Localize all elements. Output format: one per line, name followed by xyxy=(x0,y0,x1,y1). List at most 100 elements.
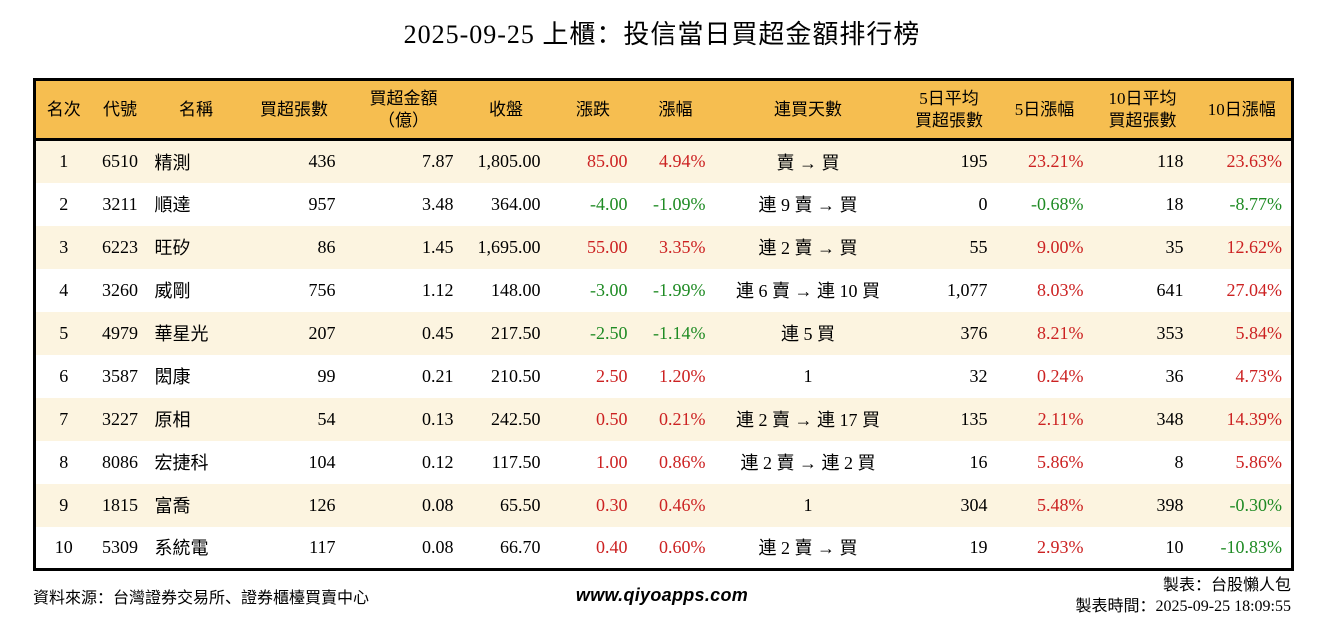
cell-change_pct: 1.20% xyxy=(659,365,706,386)
cell-pct5: 0.24% xyxy=(1037,365,1084,386)
cell-amount: 0.08 xyxy=(422,536,454,557)
cell-amount: 0.08 xyxy=(422,494,454,515)
cell-shares: 54 xyxy=(317,408,336,429)
cell-rank: 1 xyxy=(59,151,69,172)
cell-streak: 1 xyxy=(803,365,813,386)
cell-avg10: 8 xyxy=(1174,451,1184,472)
cell-amount: 3.48 xyxy=(422,193,454,214)
cell-rank: 9 xyxy=(59,494,69,515)
col-header-avg10: 10日平均 買超張數 xyxy=(1092,79,1193,141)
cell-pct10: 12.62% xyxy=(1226,236,1283,257)
col-header-pct10: 10日漲幅 xyxy=(1192,79,1293,141)
cell-shares: 957 xyxy=(308,193,336,214)
table-row: 10 5309 系統電 117 0.08 66.70 0.40 0.60% 連 2 賣 → 買 1… xyxy=(34,526,1293,570)
cell-change_pct: 4.94% xyxy=(659,151,706,172)
cell-change: 1.00 xyxy=(596,451,628,472)
cell-name: 順達 xyxy=(154,195,191,215)
cell-avg5: 195 xyxy=(960,151,988,172)
cell-streak: 連 2 賣 → 連 2 買 xyxy=(740,453,876,473)
table-row: 8 8086 宏捷科 104 0.12 117.50 1.00 0.86% 連 2 賣 → 連 … xyxy=(34,440,1293,484)
footer: 資料來源：台灣證券交易所、證券櫃檯買賣中心 www.qiyoapps.com 製… xyxy=(33,575,1291,625)
cell-change: 85.00 xyxy=(587,151,628,172)
cell-avg5: 32 xyxy=(969,365,988,386)
cell-change: -3.00 xyxy=(590,279,628,300)
cell-code: 5309 xyxy=(102,536,138,557)
cell-pct10: 27.04% xyxy=(1226,279,1283,300)
cell-pct10: 14.39% xyxy=(1226,408,1283,429)
table-row: 5 4979 華星光 207 0.45 217.50 -2.50 -1.14% 連 5 買 376… xyxy=(34,311,1293,355)
cell-close: 210.50 xyxy=(491,365,541,386)
cell-change: 2.50 xyxy=(596,365,628,386)
cell-change: 0.50 xyxy=(596,408,628,429)
cell-code: 6223 xyxy=(102,236,138,257)
table-row: 2 3211 順達 957 3.48 364.00 -4.00 -1.09% 連 9 賣 → 買… xyxy=(34,182,1293,226)
cell-close: 1,805.00 xyxy=(477,151,541,172)
data-source-note: 資料來源：台灣證券交易所、證券櫃檯買賣中心 xyxy=(33,590,370,607)
cell-avg5: 16 xyxy=(969,451,988,472)
cell-name: 閎康 xyxy=(154,367,191,387)
cell-name: 原相 xyxy=(154,410,191,430)
cell-code: 3587 xyxy=(102,365,138,386)
cell-avg5: 19 xyxy=(969,536,988,557)
col-header-change: 漲跌 xyxy=(549,79,637,141)
cell-change_pct: -1.99% xyxy=(653,279,706,300)
cell-shares: 126 xyxy=(308,494,336,515)
cell-change_pct: -1.14% xyxy=(653,322,706,343)
cell-code: 1815 xyxy=(102,494,138,515)
cell-shares: 207 xyxy=(308,322,336,343)
cell-pct5: 9.00% xyxy=(1037,236,1084,257)
cell-pct5: 23.21% xyxy=(1028,151,1084,172)
cell-avg5: 135 xyxy=(960,408,988,429)
cell-shares: 99 xyxy=(317,365,336,386)
cell-avg10: 35 xyxy=(1165,236,1184,257)
cell-name: 系統電 xyxy=(154,538,209,559)
col-header-close: 收盤 xyxy=(462,79,550,141)
cell-avg5: 304 xyxy=(960,494,988,515)
cell-streak: 1 xyxy=(803,494,813,515)
table-row: 6 3587 閎康 99 0.21 210.50 2.50 1.20% 1 32 0.24% 36 4.… xyxy=(34,354,1293,398)
cell-pct10: 4.73% xyxy=(1235,365,1283,386)
cell-streak: 連 5 買 xyxy=(781,324,835,344)
cell-shares: 436 xyxy=(308,151,336,172)
col-header-name: 名稱 xyxy=(148,79,244,141)
cell-shares: 756 xyxy=(308,279,336,300)
page-title: 2025-09-25 上櫃：投信當日買超金額排行榜 xyxy=(403,20,921,49)
cell-pct5: 8.03% xyxy=(1037,279,1084,300)
cell-pct10: 5.84% xyxy=(1235,322,1283,343)
cell-change_pct: -1.09% xyxy=(653,193,706,214)
col-header-rank: 名次 xyxy=(34,79,92,141)
cell-code: 3227 xyxy=(102,408,138,429)
cell-avg10: 118 xyxy=(1157,151,1184,172)
cell-rank: 7 xyxy=(59,408,69,429)
cell-pct5: 2.93% xyxy=(1037,536,1084,557)
cell-avg10: 10 xyxy=(1165,536,1184,557)
cell-code: 6510 xyxy=(102,151,138,172)
cell-close: 66.70 xyxy=(500,536,541,557)
table-row: 4 3260 威剛 756 1.12 148.00 -3.00 -1.99% 連 6 賣 → 連… xyxy=(34,268,1293,312)
cell-pct5: 5.48% xyxy=(1037,494,1084,515)
website-text: www.qiyoapps.com xyxy=(575,585,749,605)
cell-amount: 0.13 xyxy=(422,408,454,429)
cell-close: 65.50 xyxy=(500,494,541,515)
cell-name: 威剛 xyxy=(154,281,191,301)
col-header-shares: 買超張數 xyxy=(243,79,345,141)
cell-avg10: 641 xyxy=(1156,279,1184,300)
cell-shares: 117 xyxy=(309,536,336,557)
cell-streak: 連 2 賣 → 買 xyxy=(758,238,858,258)
col-header-pct5: 5日漲幅 xyxy=(996,79,1093,141)
cell-name: 旺矽 xyxy=(154,238,191,258)
cell-pct5: 8.21% xyxy=(1037,322,1084,343)
cell-code: 3211 xyxy=(102,193,138,214)
col-header-change_pct: 漲幅 xyxy=(636,79,715,141)
cell-change: 55.00 xyxy=(587,236,628,257)
cell-change_pct: 0.60% xyxy=(659,536,706,557)
cell-code: 8086 xyxy=(102,451,138,472)
cell-close: 242.50 xyxy=(491,408,541,429)
cell-name: 精測 xyxy=(154,152,191,173)
cell-rank: 6 xyxy=(59,365,69,386)
cell-streak: 連 2 賣 → 連 17 買 xyxy=(736,410,880,430)
cell-close: 364.00 xyxy=(491,193,541,214)
cell-avg10: 353 xyxy=(1156,322,1184,343)
cell-change_pct: 0.21% xyxy=(659,408,706,429)
cell-amount: 1.12 xyxy=(422,279,454,300)
